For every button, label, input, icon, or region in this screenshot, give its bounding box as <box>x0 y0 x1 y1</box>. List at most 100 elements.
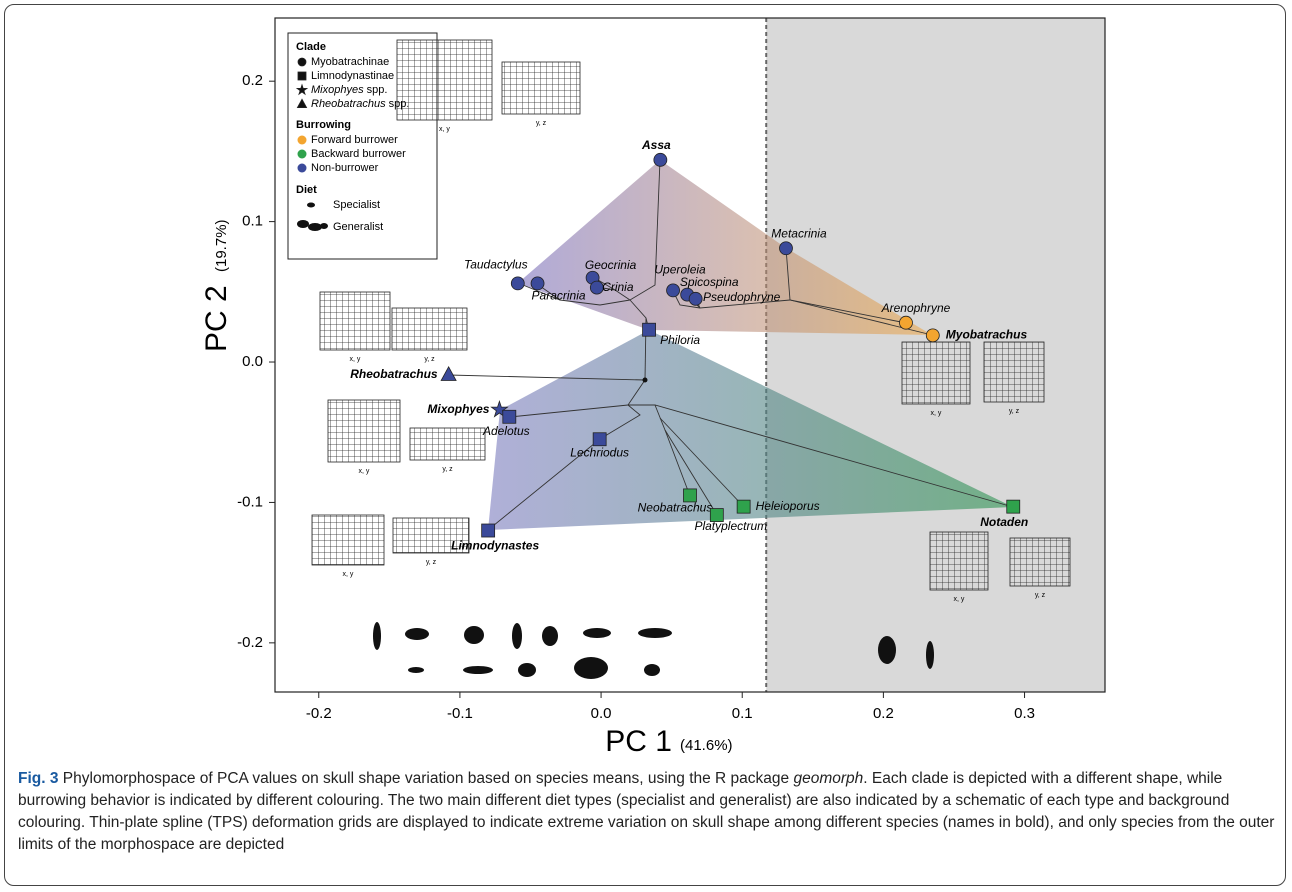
point-label: Lechriodus <box>570 445 629 459</box>
legend-label-part: spp. <box>389 98 410 110</box>
point <box>899 316 912 329</box>
tps-grid-label: y, z <box>1035 592 1046 599</box>
legend-marker <box>298 72 306 80</box>
legend-label-part: Myobatrachinae <box>311 56 389 68</box>
legend-label: Forward burrower <box>311 134 398 146</box>
point <box>654 153 667 166</box>
point <box>441 367 456 381</box>
chart: Clade Burrowing Diet Specialist Generali… <box>0 0 1292 762</box>
point-label: Metacrinia <box>771 226 827 240</box>
legend-label-part: Rheobatrachus <box>311 98 386 110</box>
legend-label-part: spp. <box>367 84 388 96</box>
tps-grid <box>930 532 988 590</box>
legend-marker <box>298 164 307 173</box>
legend-label-part: Limnodynastinae <box>311 70 394 82</box>
x-tick-label: 0.3 <box>1014 705 1035 722</box>
legend-title: Burrowing <box>296 119 351 131</box>
caption-label: Fig. 3 <box>18 770 58 787</box>
x-axis-note: (41.6%) <box>680 737 733 754</box>
y-tick-label: 0.1 <box>242 213 263 230</box>
tps-grid <box>902 342 970 404</box>
y-tick-label: -0.2 <box>237 634 263 651</box>
tps-grid-label: x, y <box>359 468 370 475</box>
tps-grid <box>392 308 467 350</box>
point <box>511 277 524 290</box>
y-tick-label: 0.2 <box>242 72 263 89</box>
legend-marker <box>298 58 306 66</box>
tps-grid-label: x, y <box>931 410 942 417</box>
point-label: Notaden <box>980 515 1028 529</box>
point-label: Arenophryne <box>881 301 951 315</box>
point <box>689 292 702 305</box>
point <box>1007 500 1020 513</box>
point-label: Philoria <box>660 333 700 347</box>
x-tick-label: -0.2 <box>306 705 332 722</box>
point-label: Taudactylus <box>464 258 528 272</box>
point <box>482 524 495 537</box>
tps-grid-label: y, z <box>426 559 437 566</box>
tps-grid-label: y, z <box>424 356 435 363</box>
tps-grid-label: x, y <box>350 356 361 363</box>
caption-text: Phylomorphospace of PCA values on skull … <box>63 770 794 787</box>
point-label: Paracrinia <box>532 289 586 303</box>
point-label: Limnodynastes <box>451 539 539 553</box>
tps-grid-label: x, y <box>439 126 450 133</box>
legend-label: Backward burrower <box>311 148 406 160</box>
tps-grid <box>410 428 485 460</box>
point-label: Platyplectrum <box>694 519 767 533</box>
point-label: Crinia <box>602 280 634 294</box>
point <box>779 242 792 255</box>
tps-grid <box>397 40 492 120</box>
caption: Fig. 3 Phylomorphospace of PCA values on… <box>18 768 1280 856</box>
tps-grid <box>312 515 384 565</box>
point <box>926 329 939 342</box>
tps-grid-label: y, z <box>536 120 547 127</box>
point <box>737 500 750 513</box>
legend-title: Clade <box>296 41 326 53</box>
point-label: Assa <box>641 138 671 152</box>
legend-title: Diet <box>296 184 317 196</box>
point-label: Adelotus <box>482 424 530 438</box>
legend-label: Myobatrachinae <box>311 56 389 68</box>
point-label: Neobatrachus <box>638 501 713 515</box>
point-label: Myobatrachus <box>946 328 1028 342</box>
tps-grid <box>320 292 390 350</box>
x-tick-label: -0.1 <box>447 705 473 722</box>
legend-marker <box>298 136 307 145</box>
x-tick-label: 0.1 <box>732 705 753 722</box>
point-label: Heleioporus <box>756 499 820 513</box>
tps-grid <box>1010 538 1070 586</box>
point <box>667 284 680 297</box>
point <box>503 410 516 423</box>
caption-text: geomorph <box>793 770 863 787</box>
tps-grid <box>328 400 400 462</box>
tps-grid <box>984 342 1044 402</box>
legend-label-part: Mixophyes <box>311 84 364 96</box>
x-tick-label: 0.2 <box>873 705 894 722</box>
point-label: Pseudophryne <box>703 290 781 304</box>
node <box>643 378 648 383</box>
legend-label: Non-burrower <box>311 162 379 174</box>
point-label: Rheobatrachus <box>350 367 438 381</box>
tps-grid-label: x, y <box>954 596 965 603</box>
point <box>593 433 606 446</box>
legend-label: Generalist <box>333 221 383 233</box>
x-tick-label: 0.0 <box>591 705 612 722</box>
legend-label: Limnodynastinae <box>311 70 394 82</box>
y-tick-label: -0.1 <box>237 493 263 510</box>
point-label: Mixophyes <box>427 402 489 416</box>
tps-grid-label: x, y <box>343 571 354 578</box>
point-label: Spicospina <box>680 275 739 289</box>
legend-label: Specialist <box>333 199 380 211</box>
y-axis-title: PC 2 <box>200 285 233 352</box>
tps-grid-label: y, z <box>1009 408 1020 415</box>
point <box>643 323 656 336</box>
x-axis-title: PC 1 <box>605 725 672 758</box>
point-label: Geocrinia <box>585 258 637 272</box>
legend-label: Mixophyes spp. <box>311 84 387 96</box>
y-tick-label: 0.0 <box>242 353 263 370</box>
y-axis-note: (19.7%) <box>213 219 230 272</box>
legend-label: Rheobatrachus spp. <box>311 98 409 110</box>
tps-grid <box>502 62 580 114</box>
tps-grid-label: y, z <box>442 466 453 473</box>
